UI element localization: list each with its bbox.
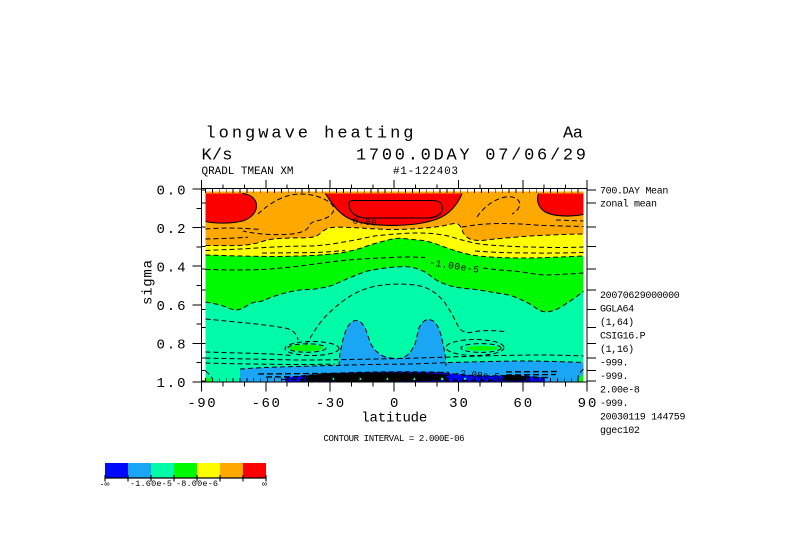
svg-text:ggec102: ggec102 [600,426,640,437]
svg-text:GGLA64: GGLA64 [600,305,634,316]
svg-text:-8.00e-6: -8.00e-6 [176,479,218,489]
svg-text:20030119 144759: 20030119 144759 [600,413,686,424]
svg-text:-2.00e-5: -2.00e-5 [454,369,500,383]
svg-text:-999.: -999. [600,399,629,410]
svg-text:(1,64): (1,64) [600,317,634,329]
svg-text:-60: -60 [252,396,280,412]
svg-text:0.2: 0.2 [157,222,186,238]
svg-text:CONTOUR INTERVAL = 2.000E-06: CONTOUR INTERVAL = 2.000E-06 [324,434,465,444]
svg-text:30: 30 [449,396,468,412]
svg-text:#1-122403: #1-122403 [393,166,458,178]
svg-text:-999.: -999. [600,359,629,370]
svg-text:-90: -90 [187,396,215,412]
svg-text:-∞: -∞ [100,480,110,490]
svg-text:0: 0 [390,396,398,412]
svg-text:0.6: 0.6 [157,299,186,315]
svg-text:CSIG16.P: CSIG16.P [600,332,646,343]
svg-text:(1,16): (1,16) [600,344,634,356]
svg-text:20070629000000: 20070629000000 [600,291,680,302]
svg-text:Aa: Aa [563,125,583,144]
svg-text:700.DAY Mean: 700.DAY Mean [600,187,668,198]
svg-text:latitude: latitude [361,411,427,427]
svg-text:0.4: 0.4 [157,261,186,277]
svg-text:60: 60 [513,396,532,412]
svg-text:K/s: K/s [202,147,233,166]
svg-text:∞: ∞ [262,480,267,490]
svg-text:-1.60e-5: -1.60e-5 [130,479,172,489]
svg-text:0.0: 0.0 [157,184,186,200]
svg-text:-30: -30 [316,396,344,412]
svg-text:0.8: 0.8 [157,338,186,354]
svg-text:QRADL TMEAN XM: QRADL TMEAN XM [202,166,294,178]
svg-text:0.00: 0.00 [352,217,377,229]
svg-text:-999.: -999. [600,372,629,383]
svg-text:zonal mean: zonal mean [600,199,657,211]
svg-text:90: 90 [578,396,597,412]
svg-text:sigma: sigma [141,260,157,305]
svg-text:1.0: 1.0 [157,376,186,392]
svg-text:2.00e-8: 2.00e-8 [600,386,640,397]
